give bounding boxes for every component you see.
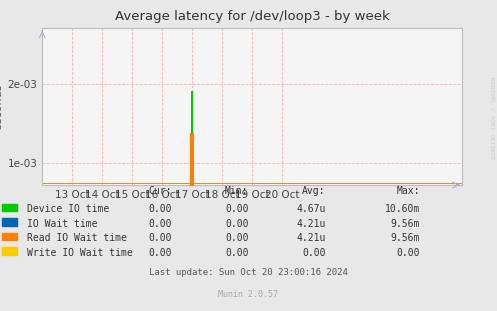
Title: Average latency for /dev/loop3 - by week: Average latency for /dev/loop3 - by week bbox=[115, 10, 390, 23]
Text: 0.00: 0.00 bbox=[148, 204, 171, 214]
Text: 0.00: 0.00 bbox=[148, 248, 171, 258]
Text: 0.00: 0.00 bbox=[225, 204, 248, 214]
Text: IO Wait time: IO Wait time bbox=[27, 219, 98, 229]
Text: 0.00: 0.00 bbox=[397, 248, 420, 258]
Text: 10.60m: 10.60m bbox=[385, 204, 420, 214]
Text: 0.00: 0.00 bbox=[302, 248, 326, 258]
Text: 0.00: 0.00 bbox=[225, 233, 248, 243]
Text: 4.21u: 4.21u bbox=[296, 219, 326, 229]
Text: RRDTOOL / TOBI OETIKER: RRDTOOL / TOBI OETIKER bbox=[490, 77, 495, 160]
Text: Max:: Max: bbox=[397, 186, 420, 196]
Text: Read IO Wait time: Read IO Wait time bbox=[27, 233, 127, 243]
Text: 0.00: 0.00 bbox=[225, 248, 248, 258]
Text: 0.00: 0.00 bbox=[148, 219, 171, 229]
Y-axis label: seconds: seconds bbox=[0, 84, 3, 129]
Text: 4.67u: 4.67u bbox=[296, 204, 326, 214]
Text: 0.00: 0.00 bbox=[148, 233, 171, 243]
Text: 0.00: 0.00 bbox=[225, 219, 248, 229]
Text: Avg:: Avg: bbox=[302, 186, 326, 196]
Text: Write IO Wait time: Write IO Wait time bbox=[27, 248, 133, 258]
Text: 9.56m: 9.56m bbox=[391, 219, 420, 229]
Text: Last update: Sun Oct 20 23:00:16 2024: Last update: Sun Oct 20 23:00:16 2024 bbox=[149, 268, 348, 277]
Text: Min:: Min: bbox=[225, 186, 248, 196]
Text: 4.21u: 4.21u bbox=[296, 233, 326, 243]
Text: 9.56m: 9.56m bbox=[391, 233, 420, 243]
Text: Cur:: Cur: bbox=[148, 186, 171, 196]
Text: Device IO time: Device IO time bbox=[27, 204, 109, 214]
Text: Munin 2.0.57: Munin 2.0.57 bbox=[219, 290, 278, 299]
